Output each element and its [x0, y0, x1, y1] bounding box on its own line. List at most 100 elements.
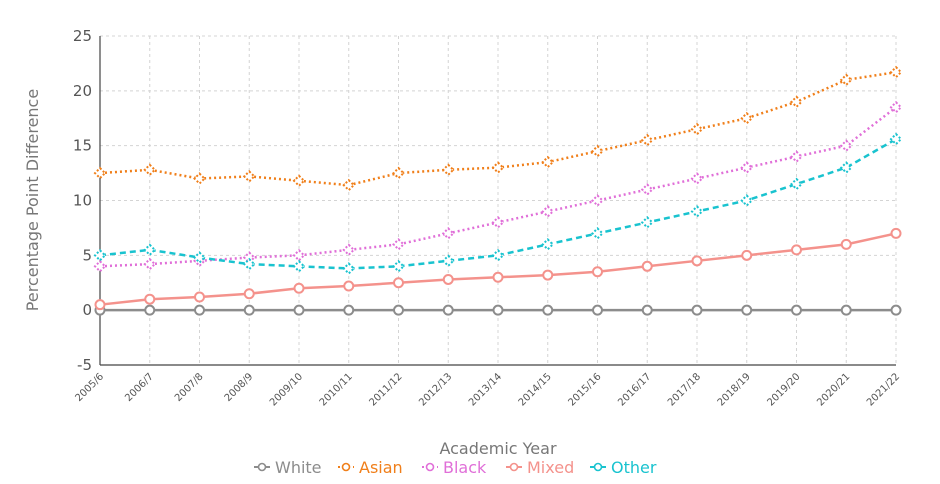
data-point-asian	[242, 169, 256, 183]
data-point-white	[791, 304, 802, 316]
legend-item-white[interactable]: White	[254, 458, 322, 477]
data-point-white	[741, 304, 753, 316]
series-asian	[93, 65, 903, 192]
data-point-black	[491, 216, 505, 229]
data-point-black	[889, 100, 903, 114]
x-tick-label: 2017/18	[666, 371, 703, 408]
data-point-mixed	[442, 273, 454, 285]
x-tick-label: 2021/22	[865, 371, 902, 408]
x-tick-label: 2006/7	[123, 371, 156, 404]
x-tick-label: 2016/17	[616, 371, 653, 408]
data-point-other	[342, 262, 356, 275]
data-point-white	[890, 304, 902, 316]
data-point-white	[641, 304, 653, 316]
data-point-mixed	[194, 291, 205, 303]
data-point-asian	[491, 161, 505, 175]
legend-label-other: Other	[611, 458, 657, 477]
data-point-asian	[790, 95, 803, 109]
x-tick-label: 2018/19	[716, 371, 753, 408]
y-tick-label: 20	[73, 82, 92, 100]
data-point-black	[143, 257, 157, 271]
legend-item-mixed[interactable]: Mixed	[506, 458, 574, 477]
y-tick-label: 15	[73, 137, 92, 155]
x-tick-label: 2014/15	[517, 371, 554, 408]
data-point-asian	[93, 166, 107, 180]
data-point-white	[343, 304, 355, 316]
data-point-other	[491, 248, 505, 262]
data-point-other	[143, 243, 157, 257]
x-tick-label: 2010/11	[318, 371, 355, 408]
data-point-other	[790, 177, 803, 191]
data-point-white	[243, 304, 255, 316]
data-point-other	[292, 259, 306, 273]
data-point-white	[840, 304, 852, 316]
series-white	[94, 304, 902, 316]
x-axis-title: Academic Year	[439, 439, 556, 458]
data-point-asian	[541, 155, 555, 169]
data-point-asian	[441, 163, 455, 177]
y-tick-label: 0	[82, 301, 92, 319]
legend-swatch-marker-mixed	[509, 462, 519, 472]
legend-label-asian: Asian	[359, 458, 403, 477]
legend-item-asian[interactable]: Asian	[338, 458, 403, 477]
data-point-mixed	[393, 277, 404, 289]
x-tick-labels: 2005/6 2006/7 2007/8 2008/9 2009/10 2010/11 20…	[73, 371, 902, 408]
data-point-asian	[591, 144, 604, 158]
series-other	[93, 132, 903, 275]
data-point-asian	[839, 73, 853, 87]
data-point-other	[193, 251, 206, 264]
legend-label-black: Black	[443, 458, 487, 477]
legend-swatch-marker-asian	[341, 462, 351, 472]
data-point-white	[393, 304, 404, 316]
legend-item-black[interactable]: Black	[422, 458, 487, 477]
x-tick-label: 2008/9	[223, 371, 256, 404]
y-tick-label: 5	[82, 246, 92, 264]
series-layer	[93, 65, 903, 316]
data-point-white	[542, 304, 554, 316]
data-point-other	[690, 205, 704, 218]
data-point-other	[889, 132, 903, 146]
y-axis-title: Percentage Point Difference	[23, 89, 42, 311]
data-point-asian	[292, 174, 306, 188]
x-tick-label: 2013/14	[467, 371, 504, 408]
legend-swatch-marker-black	[425, 462, 435, 472]
legend-item-other[interactable]: Other	[590, 458, 657, 477]
data-point-black	[790, 150, 803, 164]
x-tick-label: 2007/8	[173, 371, 206, 404]
legend-label-white: White	[275, 458, 322, 477]
data-point-black	[342, 243, 356, 257]
data-point-mixed	[592, 266, 603, 278]
legend-label-mixed: Mixed	[527, 458, 574, 477]
data-point-mixed	[94, 299, 106, 311]
data-point-mixed	[641, 260, 653, 272]
legend[interactable]: White Asian Black Mixed Other	[254, 458, 657, 477]
data-point-mixed	[840, 238, 852, 250]
data-point-black	[242, 251, 256, 264]
data-point-black	[93, 259, 107, 273]
data-point-asian	[143, 163, 157, 177]
data-point-other	[541, 237, 555, 251]
data-point-other	[441, 254, 455, 268]
data-point-white	[691, 304, 703, 316]
data-point-mixed	[144, 293, 156, 305]
data-point-other	[591, 226, 604, 240]
data-point-asian	[392, 166, 405, 180]
legend-swatch-marker-other	[593, 462, 603, 472]
x-tick-label: 2015/16	[566, 371, 603, 408]
y-tick-label: 10	[73, 192, 92, 210]
data-point-asian	[889, 65, 903, 79]
data-point-mixed	[293, 282, 305, 294]
x-tick-label: 2019/20	[765, 371, 802, 408]
data-point-black	[640, 183, 654, 196]
data-point-white	[592, 304, 603, 316]
data-point-black	[690, 172, 704, 185]
data-point-mixed	[791, 244, 802, 256]
data-point-black	[740, 161, 754, 175]
x-tick-label: 2005/6	[73, 371, 106, 404]
data-point-other	[839, 161, 853, 175]
y-tick-label: -5	[77, 356, 92, 374]
data-point-mixed	[492, 271, 504, 283]
data-point-black	[541, 205, 555, 218]
series-line-mixed	[99, 232, 897, 306]
data-point-white	[492, 304, 504, 316]
